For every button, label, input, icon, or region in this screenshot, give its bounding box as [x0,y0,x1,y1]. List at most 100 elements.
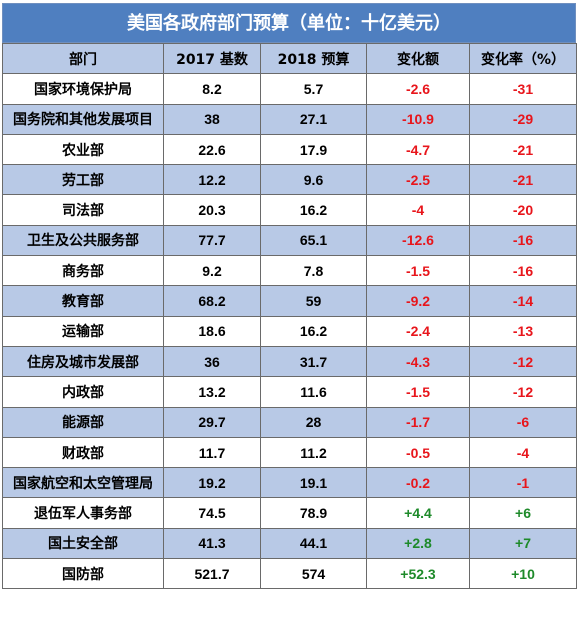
dept-cell: 能源部 [2,406,164,438]
table-row: 国防部 521.7 574 +52.3 +10 [2,558,577,590]
dept-cell: 劳工部 [2,164,164,196]
rate-cell: -31 [469,73,577,105]
budget-2018-cell: 5.7 [260,73,367,105]
header-budget-2018: 2018 预算 [260,42,367,75]
rate-cell: -6 [469,406,577,438]
change-cell: -4 [366,194,470,226]
base-2017-cell: 11.7 [163,436,261,469]
table-row: 国家环境保护局 8.2 5.7 -2.6 -31 [2,73,577,105]
rate-cell: -4 [469,436,577,469]
base-2017-cell: 12.2 [163,164,261,196]
base-2017-cell: 521.7 [163,558,261,590]
dept-cell: 国家环境保护局 [2,73,164,105]
table-row: 司法部 20.3 16.2 -4 -20 [2,194,577,226]
table-row: 内政部 13.2 11.6 -1.5 -12 [2,376,577,408]
change-cell: -2.5 [366,164,470,196]
table-row: 退伍军人事务部 74.5 78.9 +4.4 +6 [2,497,577,529]
rate-cell: +10 [469,558,577,590]
table-row: 运输部 18.6 16.2 -2.4 -13 [2,315,577,347]
base-2017-cell: 13.2 [163,376,261,408]
rate-cell: -14 [469,285,577,317]
change-cell: +4.4 [366,497,470,529]
budget-2018-cell: 28 [260,406,367,438]
rate-cell: -16 [469,224,577,257]
change-cell: -10.9 [366,103,470,135]
table-row: 商务部 9.2 7.8 -1.5 -16 [2,255,577,287]
change-cell: -1.5 [366,255,470,287]
budget-2018-cell: 27.1 [260,103,367,135]
base-2017-cell: 38 [163,103,261,135]
change-cell: -1.7 [366,406,470,438]
budget-2018-cell: 574 [260,558,367,590]
rate-cell: -20 [469,194,577,226]
dept-cell: 商务部 [2,255,164,287]
budget-2018-cell: 11.2 [260,436,367,469]
change-cell: +52.3 [366,558,470,590]
base-2017-cell: 68.2 [163,285,261,317]
base-2017-cell: 22.6 [163,133,261,166]
table-title: 美国各政府部门预算（单位：十亿美元） [2,3,576,43]
budget-2018-cell: 17.9 [260,133,367,166]
change-cell: -1.5 [366,376,470,408]
dept-cell: 国土安全部 [2,527,164,560]
table-row: 国务院和其他发展项目 38 27.1 -10.9 -29 [2,103,577,135]
table-row: 国土安全部 41.3 44.1 +2.8 +7 [2,527,577,560]
table-row: 卫生及公共服务部 77.7 65.1 -12.6 -16 [2,224,577,257]
dept-cell: 运输部 [2,315,164,347]
dept-cell: 教育部 [2,285,164,317]
budget-2018-cell: 9.6 [260,164,367,196]
dept-cell: 财政部 [2,436,164,469]
header-base-2017: 2017 基数 [163,42,261,75]
rate-cell: -13 [469,315,577,347]
dept-cell: 农业部 [2,133,164,166]
budget-2018-cell: 44.1 [260,527,367,560]
budget-2018-cell: 65.1 [260,224,367,257]
dept-cell: 内政部 [2,376,164,408]
change-cell: -0.5 [366,436,470,469]
table-row: 住房及城市发展部 36 31.7 -4.3 -12 [2,345,577,378]
rate-cell: -21 [469,164,577,196]
dept-cell: 住房及城市发展部 [2,345,164,378]
change-cell: -0.2 [366,467,470,499]
dept-cell: 司法部 [2,194,164,226]
base-2017-cell: 20.3 [163,194,261,226]
table-body: 国家环境保护局 8.2 5.7 -2.6 -31 国务院和其他发展项目 38 27.1 -10.… [2,73,577,590]
change-cell: -4.7 [366,133,470,166]
rate-cell: -12 [469,345,577,378]
table-row: 教育部 68.2 59 -9.2 -14 [2,285,577,317]
budget-2018-cell: 11.6 [260,376,367,408]
budget-2018-cell: 16.2 [260,315,367,347]
rate-cell: +6 [469,497,577,529]
base-2017-cell: 41.3 [163,527,261,560]
base-2017-cell: 9.2 [163,255,261,287]
budget-2018-cell: 31.7 [260,345,367,378]
table-row: 能源部 29.7 28 -1.7 -6 [2,406,577,438]
change-cell: +2.8 [366,527,470,560]
rate-cell: +7 [469,527,577,560]
rate-cell: -12 [469,376,577,408]
base-2017-cell: 29.7 [163,406,261,438]
rate-cell: -21 [469,133,577,166]
base-2017-cell: 19.2 [163,467,261,499]
base-2017-cell: 77.7 [163,224,261,257]
table-row: 劳工部 12.2 9.6 -2.5 -21 [2,164,577,196]
budget-table: 部门 2017 基数 2018 预算 变化额 变化率（%） 国家环境保护局 8.2… [2,42,577,590]
table-row: 国家航空和太空管理局 19.2 19.1 -0.2 -1 [2,467,577,499]
rate-cell: -29 [469,103,577,135]
budget-2018-cell: 19.1 [260,467,367,499]
budget-table-container: 美国各政府部门预算（单位：十亿美元） 部门 2017 基数 2018 预算 变化… [2,3,577,590]
base-2017-cell: 36 [163,345,261,378]
rate-cell: -16 [469,255,577,287]
base-2017-cell: 18.6 [163,315,261,347]
base-2017-cell: 8.2 [163,73,261,105]
dept-cell: 卫生及公共服务部 [2,224,164,257]
dept-cell: 国务院和其他发展项目 [2,103,164,135]
base-2017-cell: 74.5 [163,497,261,529]
change-cell: -12.6 [366,224,470,257]
change-cell: -2.4 [366,315,470,347]
budget-2018-cell: 16.2 [260,194,367,226]
change-cell: -2.6 [366,73,470,105]
change-cell: -4.3 [366,345,470,378]
budget-2018-cell: 7.8 [260,255,367,287]
budget-2018-cell: 59 [260,285,367,317]
